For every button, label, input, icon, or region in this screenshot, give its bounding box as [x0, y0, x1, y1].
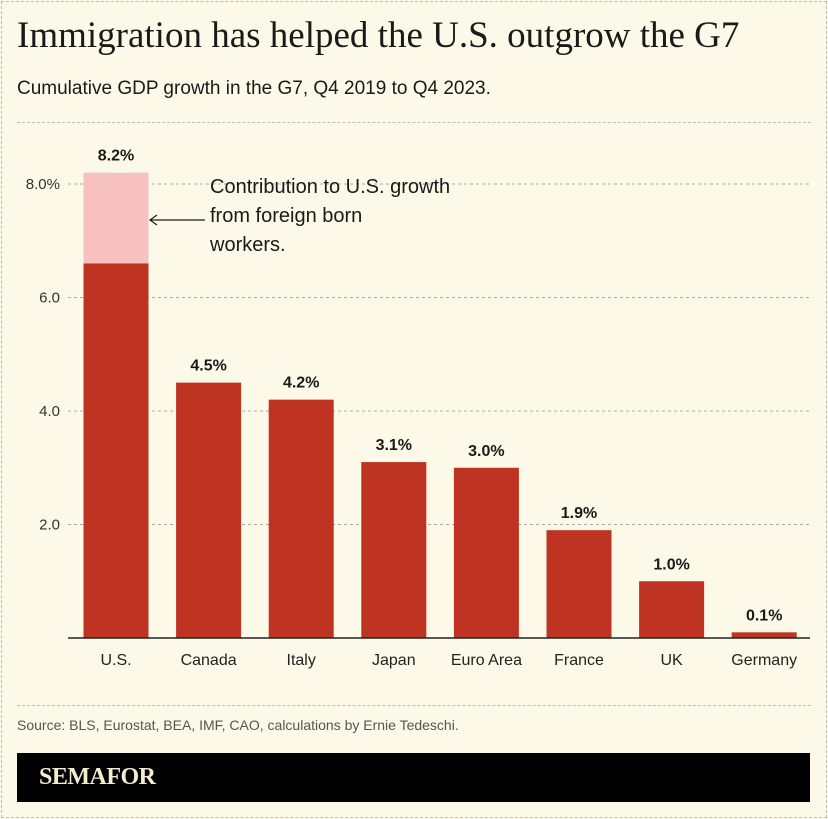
x-category-label: Germany [731, 652, 797, 669]
annotation: Contribution to U.S. growth from foreign … [148, 176, 450, 256]
brand-bar: SEMAFOR [17, 753, 810, 802]
bar-euro-area [453, 467, 519, 638]
chart-subtitle: Cumulative GDP growth in the G7, Q4 2019… [17, 78, 491, 99]
data-label: 1.0% [653, 556, 689, 573]
x-category-label: Japan [372, 652, 416, 669]
x-category-label: Canada [181, 652, 237, 669]
annotation-line: Contribution to U.S. growth [210, 176, 450, 198]
data-label: 1.9% [561, 505, 597, 522]
x-category-label: Italy [287, 652, 316, 669]
arrowhead-icon [148, 214, 158, 226]
data-label: 4.2% [283, 375, 319, 392]
bar-france [546, 530, 612, 638]
bar-italy [268, 399, 334, 638]
bar-canada [176, 382, 242, 638]
divider [17, 122, 811, 123]
data-label: 4.5% [190, 358, 226, 375]
divider [17, 705, 811, 706]
source-note: Source: BLS, Eurostat, BEA, IMF, CAO, ca… [17, 717, 459, 733]
x-category-label: U.S. [100, 652, 131, 669]
y-tick-label: 2.0 [39, 517, 60, 534]
chart-title: Immigration has helped the U.S. outgrow … [17, 15, 740, 56]
semafor-logo: SEMAFOR [39, 764, 156, 790]
annotation-line: from foreign born [210, 205, 362, 227]
data-label: 3.0% [468, 443, 504, 460]
y-tick-label: 4.0 [39, 403, 60, 420]
bar-japan [361, 462, 427, 638]
data-label: 8.2% [98, 148, 134, 165]
bar-us [83, 263, 149, 638]
bar-foreign-born-contribution [83, 172, 149, 264]
x-category-label: Euro Area [451, 652, 522, 669]
y-tick-label: 6.0 [39, 290, 60, 307]
bar-uk [639, 581, 705, 638]
data-label: 0.1% [746, 607, 782, 624]
x-category-label: France [554, 652, 604, 669]
y-tick-label: 8.0% [26, 176, 60, 193]
bar-chart: 2.0 4.0 6.0 8.0% 8.2% U.S. 4.5% Canada 4.2% Ital… [26, 148, 810, 669]
annotation-line: workers. [209, 234, 286, 256]
data-label: 3.1% [376, 437, 412, 454]
bar-germany [731, 632, 797, 638]
x-category-label: UK [660, 652, 683, 669]
